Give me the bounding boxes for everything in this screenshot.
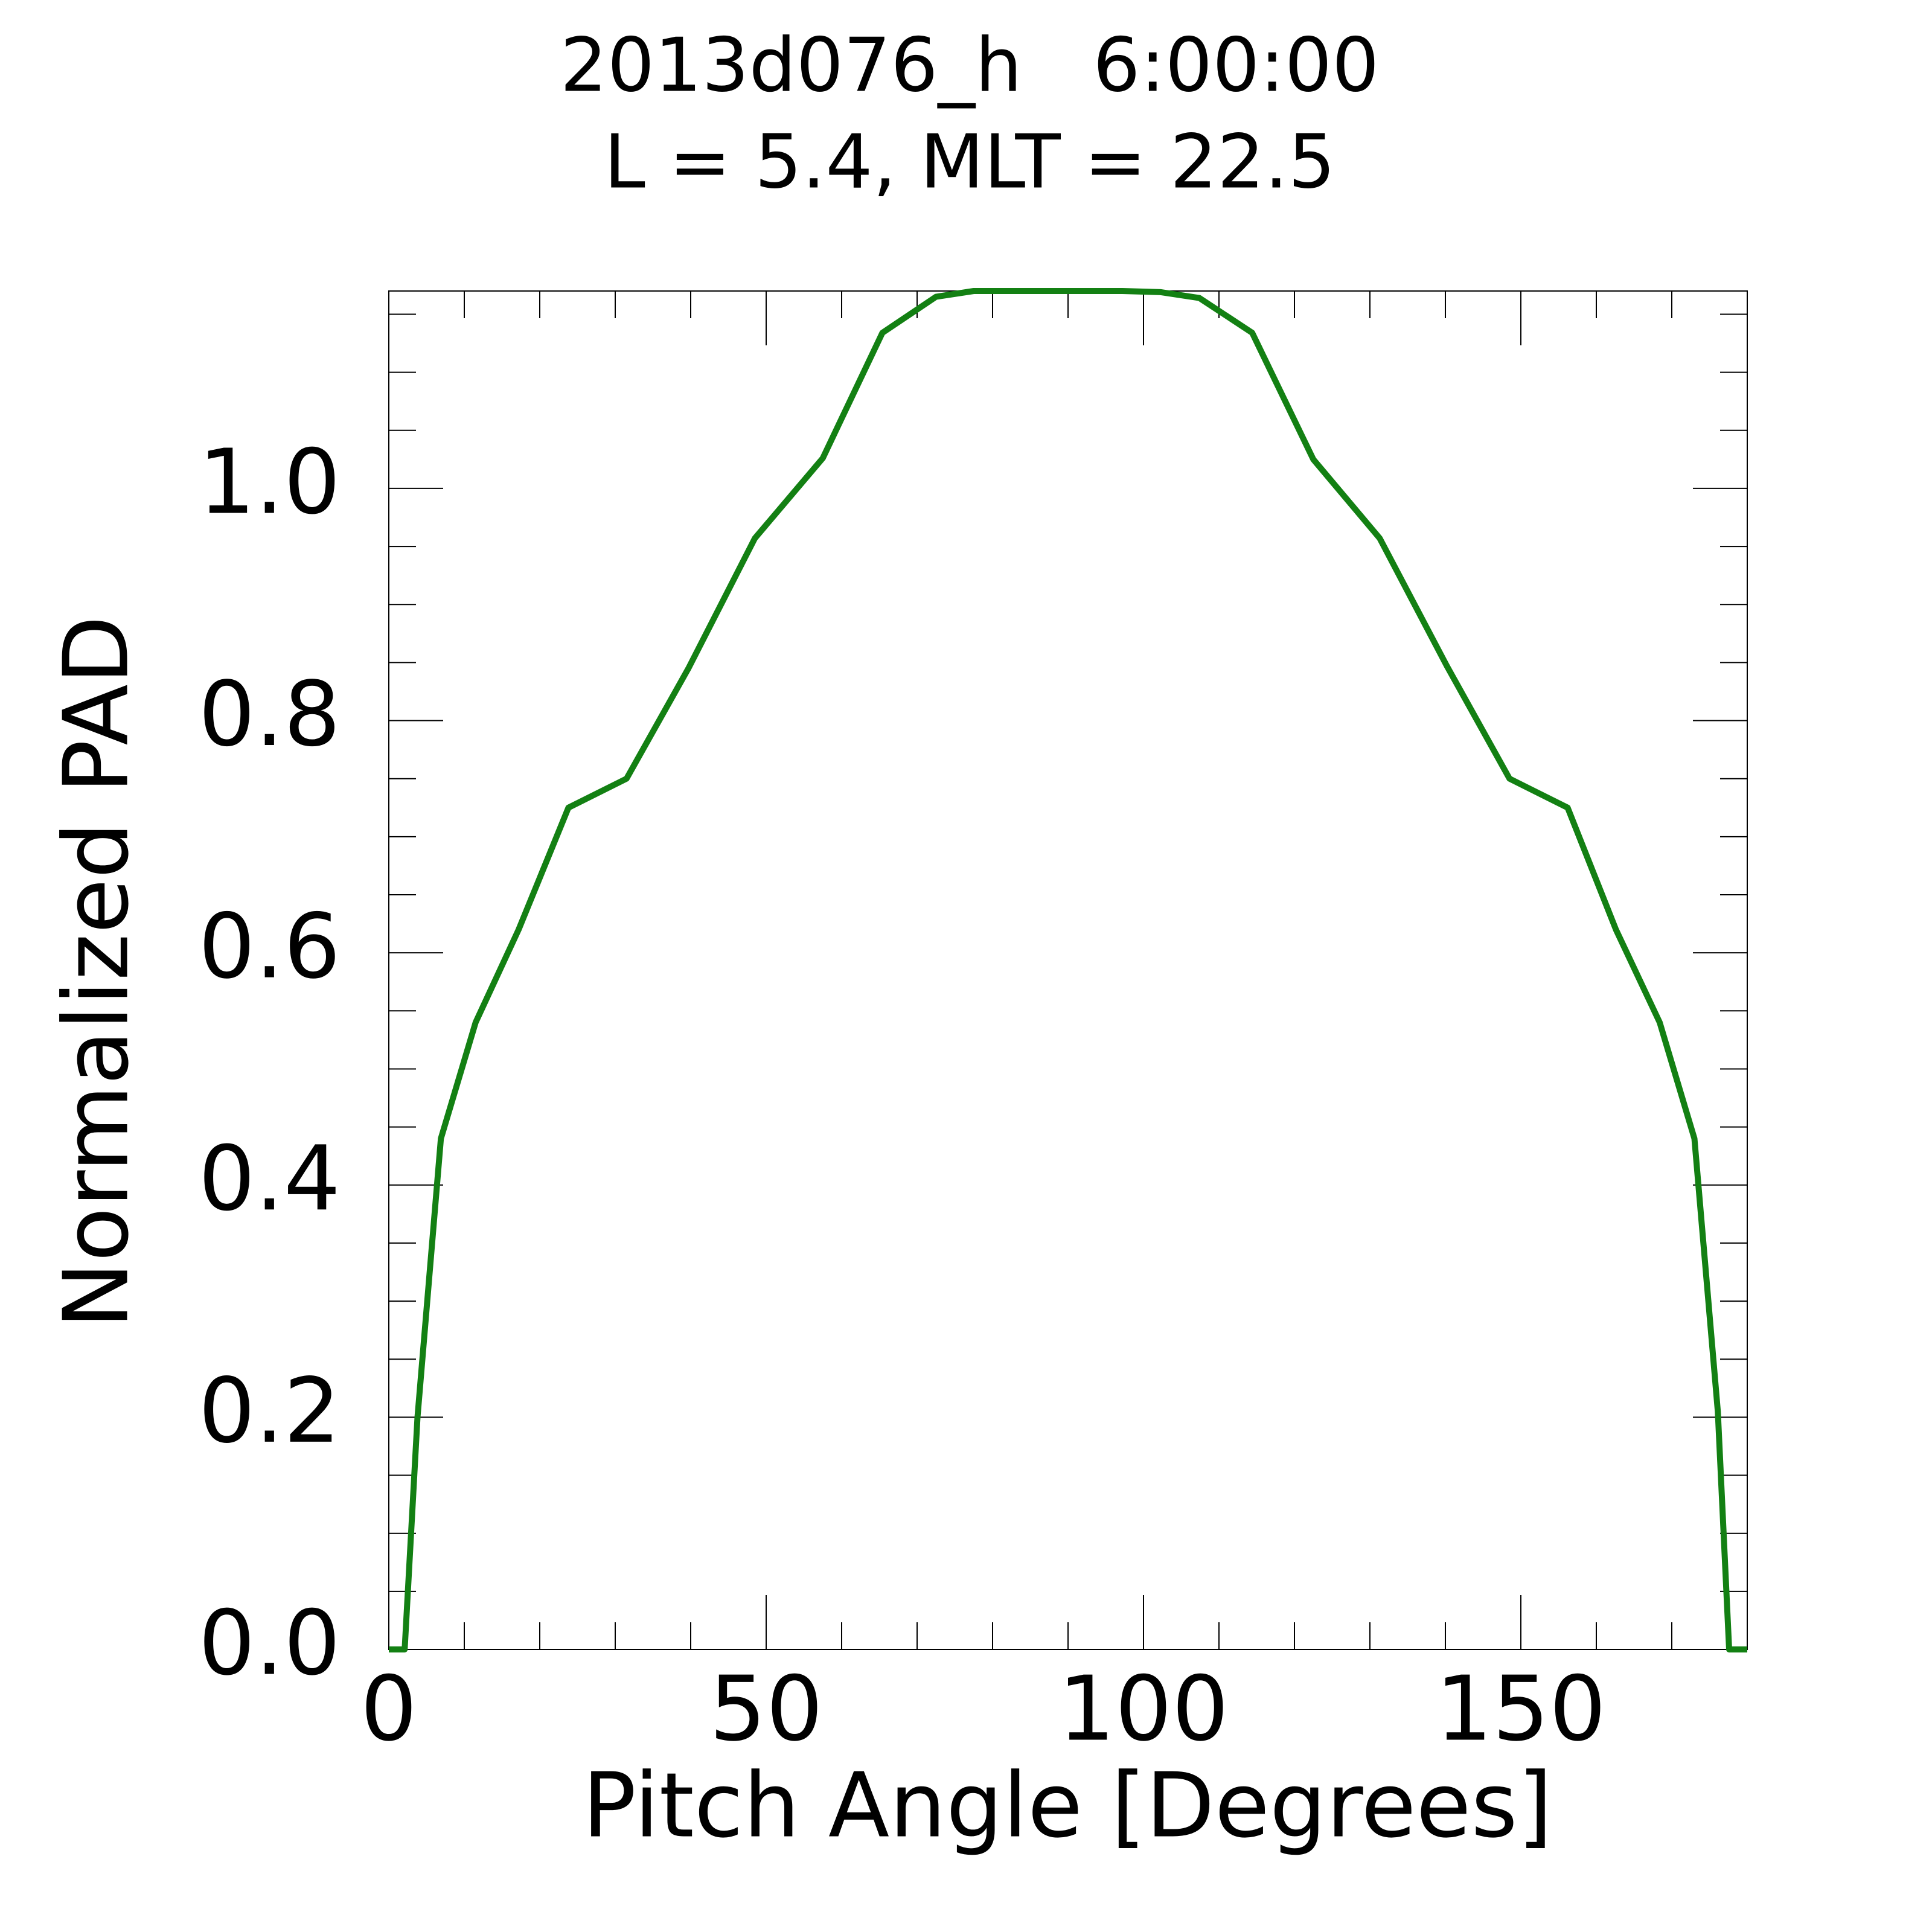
y-axis-label: Normalized PAD — [45, 615, 149, 1328]
x-tick-label: 100 — [1058, 1657, 1229, 1761]
y-tick-label: 0.6 — [199, 895, 341, 999]
chart-subtitle: L = 5.4, MLT = 22.5 — [604, 120, 1335, 206]
x-tick-label: 50 — [709, 1657, 823, 1761]
plot-frame — [388, 290, 1748, 1650]
y-tick-label: 0.8 — [199, 662, 341, 766]
y-tick-label: 0.4 — [199, 1127, 341, 1230]
x-tick-label: 0 — [360, 1657, 417, 1761]
x-tick-label: 150 — [1436, 1657, 1607, 1761]
y-tick-label: 0.0 — [199, 1591, 341, 1695]
chart-title: 2013d076_h 6:00:00 — [560, 23, 1380, 109]
y-tick-label: 1.0 — [199, 430, 341, 534]
data-line — [389, 288, 1747, 1652]
x-axis-label: Pitch Angle [Degrees] — [583, 1754, 1553, 1858]
y-tick-label: 0.2 — [199, 1359, 341, 1463]
